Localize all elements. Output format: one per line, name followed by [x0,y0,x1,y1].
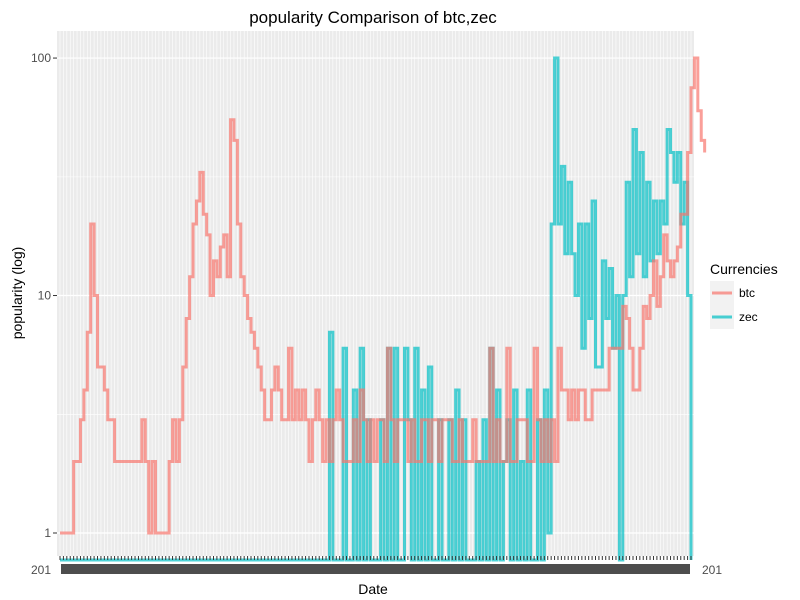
x-tick-label-first: 201 [31,563,51,577]
legend: Currencies btc zec [710,261,778,329]
x-axis: 201 201 [31,556,722,577]
y-axis: 1 10 100 [31,51,57,540]
x-tick-labels-overlap [61,564,690,574]
y-tick-label: 100 [31,51,51,65]
legend-label-zec: zec [739,310,758,324]
x-axis-title: Date [358,581,388,597]
legend-label-btc: btc [739,286,755,300]
legend-title: Currencies [710,261,778,277]
y-tick-label: 1 [44,526,51,540]
series-line-btc [60,56,707,535]
y-tick-label: 10 [38,289,52,303]
chart-title: popularity Comparison of btc,zec [249,8,497,27]
x-tick-label-last: 201 [702,563,722,577]
y-axis-title: popularity (log) [9,247,25,340]
